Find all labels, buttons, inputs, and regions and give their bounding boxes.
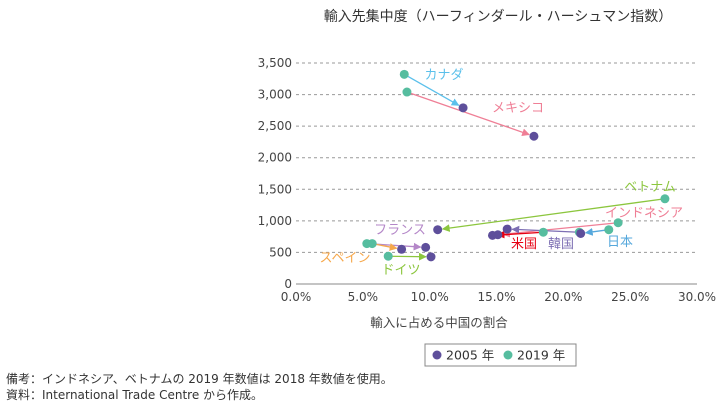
x-tick-label: 20.0%: [544, 290, 582, 304]
x-tick-label: 15.0%: [477, 290, 515, 304]
point-2005: [433, 225, 443, 235]
legend-marker-2005: [432, 350, 442, 360]
point-2005: [502, 224, 512, 234]
y-tick-label: 2,000: [258, 151, 292, 165]
change-arrow: [388, 252, 427, 261]
legend-marker-2019: [503, 350, 513, 360]
point-2005: [421, 242, 431, 252]
x-tick-label: 5.0%: [348, 290, 379, 304]
country-label: ベトナム: [624, 180, 676, 195]
point-2005: [397, 244, 407, 254]
country-label: メキシコ: [492, 101, 544, 116]
point-2005: [529, 131, 539, 141]
chart-title: 輸入先集中度（ハーフィンダール・ハーシュマン指数）: [324, 8, 673, 25]
y-tick-labels: 0 500 1,000 1,500 2,000 2,500 3,000 3,500: [258, 56, 292, 291]
change-arrow: [441, 198, 666, 232]
point-2019: [538, 227, 548, 237]
x-tick-labels: 0.0% 5.0% 10.0% 15.0% 20.0% 25.0% 30.0%: [281, 290, 716, 304]
point-2019: [399, 69, 409, 79]
point-2005: [576, 228, 586, 238]
x-axis-label: 輸入に占める中国の割合: [370, 315, 508, 330]
country-label: 米国: [511, 237, 537, 252]
point-2019: [383, 251, 393, 261]
legend-label-2019: 2019 年: [517, 348, 565, 363]
change-arrow: [406, 91, 530, 136]
gridlines: [296, 62, 697, 253]
legend-box: [424, 343, 577, 367]
x-tick-label: 30.0%: [678, 290, 716, 304]
x-tick-label: 0.0%: [281, 290, 312, 304]
y-tick-label: 1,500: [258, 182, 292, 196]
point-2019: [402, 87, 412, 97]
chart-canvas: 輸入先集中度（ハーフィンダール・ハーシュマン指数） 0 500 1,000 1,500…: [258, 8, 716, 367]
country-label: スペイン: [319, 251, 370, 266]
country-label: カナダ: [424, 68, 463, 83]
legend: 2005 年 2019 年: [424, 343, 577, 367]
note-source: 資料：International Trade Centre から作成。: [6, 388, 264, 402]
point-2005: [458, 103, 468, 113]
y-tick-label: 3,500: [258, 56, 292, 70]
note-remarks: 備考：インドネシア、ベトナムの 2019 年数値は 2018 年数値を使用。: [6, 372, 393, 386]
change-arrow: [496, 230, 544, 239]
country-label: ドイツ: [381, 263, 420, 278]
point-2019: [367, 239, 377, 249]
y-tick-label: 0: [284, 277, 292, 291]
country-label: 韓国: [548, 237, 574, 252]
legend-label-2005: 2005 年: [446, 348, 494, 363]
x-tick-label: 25.0%: [611, 290, 649, 304]
point-2019: [613, 218, 623, 228]
data-points: [362, 69, 670, 262]
country-label: 日本: [607, 235, 633, 250]
y-tick-label: 500: [269, 245, 292, 259]
point-2005: [487, 230, 497, 240]
x-tick-label: 10.0%: [411, 290, 449, 304]
y-tick-label: 1,000: [258, 214, 292, 228]
point-2005: [426, 252, 436, 262]
change-arrow: [502, 222, 619, 238]
change-arrow: [403, 73, 460, 106]
y-tick-label: 2,500: [258, 119, 292, 133]
y-tick-label: 3,000: [258, 88, 292, 102]
country-label: インドネシア: [605, 206, 683, 221]
point-2019: [660, 194, 670, 204]
country-label: フランス: [374, 223, 426, 238]
point-2019: [604, 225, 614, 235]
